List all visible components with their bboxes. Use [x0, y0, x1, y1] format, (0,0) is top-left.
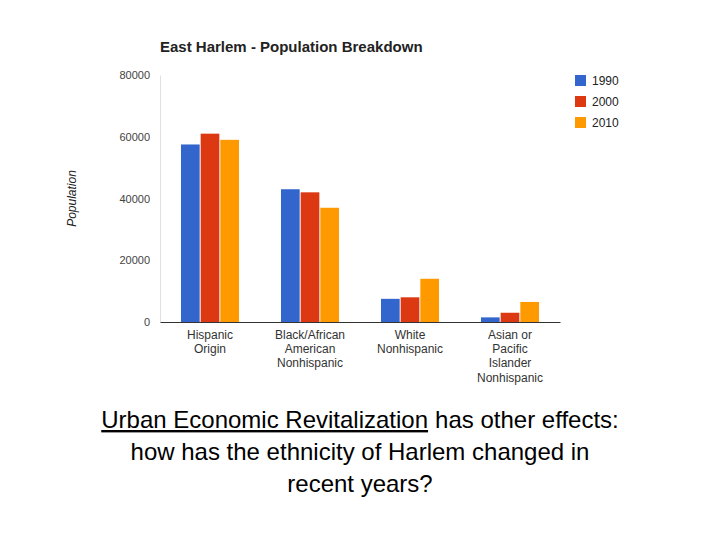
- y-tick: 0: [144, 316, 160, 328]
- y-tick: 20000: [119, 254, 160, 266]
- bar: [481, 317, 500, 322]
- x-tick-label-line: Hispanic: [187, 328, 233, 342]
- y-axis-line: [160, 76, 161, 323]
- y-tick: 80000: [119, 69, 160, 81]
- y-tick-label: 80000: [119, 69, 150, 81]
- y-axis: 0 20000 40000 60000 80000: [119, 69, 160, 328]
- x-axis: HispanicOriginBlack/AfricanAmericanNonhi…: [161, 322, 561, 385]
- bar: [301, 192, 320, 322]
- x-tick: Asian orPacificIslanderNonhispanic: [477, 322, 543, 385]
- x-tick-label-line: Islander: [489, 356, 532, 370]
- bar: [420, 279, 439, 322]
- y-tick-label: 0: [144, 316, 150, 328]
- y-tick-label: 40000: [119, 193, 150, 205]
- x-tick-label: Asian orPacificIslanderNonhispanic: [477, 328, 543, 385]
- caption: Urban Economic Revitalization has other e…: [101, 406, 618, 497]
- bar: [520, 302, 539, 322]
- legend-label: 2000: [592, 95, 619, 109]
- bar: [401, 297, 420, 322]
- y-tick-label: 20000: [119, 254, 150, 266]
- y-axis-title: Population: [65, 170, 79, 227]
- legend-swatch: [575, 117, 586, 128]
- legend-label: 1990: [592, 74, 619, 88]
- legend-swatch: [575, 75, 586, 86]
- x-axis-line: [161, 322, 561, 323]
- x-tick-label-line: Asian or: [488, 328, 532, 342]
- x-tick-label-line: Nonhispanic: [477, 371, 543, 385]
- y-tick: 60000: [119, 131, 160, 143]
- caption-emphasis: Urban Economic Revitalization: [101, 406, 428, 433]
- bar: [281, 189, 300, 322]
- y-tick-label: 60000: [119, 131, 150, 143]
- x-tick-label: WhiteNonhispanic: [377, 328, 443, 356]
- bar: [320, 208, 339, 322]
- x-tick-label-line: Black/African: [275, 328, 345, 342]
- legend-swatch: [575, 96, 586, 107]
- caption-line: recent years?: [287, 470, 432, 497]
- x-tick-label-line: Nonhispanic: [377, 342, 443, 356]
- bar: [201, 134, 220, 322]
- caption-text: has other effects:: [435, 406, 619, 433]
- x-tick: HispanicOrigin: [187, 322, 233, 356]
- caption-line: how has the ethnicity of Harlem changed …: [131, 438, 590, 465]
- x-tick-label-line: Pacific: [492, 342, 527, 356]
- title: East Harlem - Population Breakdown: [160, 38, 423, 55]
- x-tick-label-line: White: [395, 328, 426, 342]
- caption-line: Urban Economic Revitalization has other e…: [101, 406, 618, 433]
- x-tick-label: HispanicOrigin: [187, 328, 233, 356]
- x-tick-label-line: American: [285, 342, 336, 356]
- bars: [181, 134, 539, 322]
- bar: [181, 144, 200, 322]
- x-tick-label: Black/AfricanAmericanNonhispanic: [275, 328, 345, 371]
- bar: [220, 140, 239, 322]
- legend: 1990 2000 2010: [575, 74, 619, 130]
- x-tick-label-line: Origin: [194, 342, 226, 356]
- bar: [501, 313, 520, 322]
- chart: East Harlem - Population Breakdown020000…: [0, 0, 720, 540]
- x-tick: Black/AfricanAmericanNonhispanic: [275, 322, 345, 370]
- x-tick: WhiteNonhispanic: [377, 322, 443, 356]
- x-tick-label-line: Nonhispanic: [277, 356, 343, 370]
- bar: [381, 299, 400, 322]
- y-tick: 40000: [119, 193, 160, 205]
- legend-label: 2010: [592, 116, 619, 130]
